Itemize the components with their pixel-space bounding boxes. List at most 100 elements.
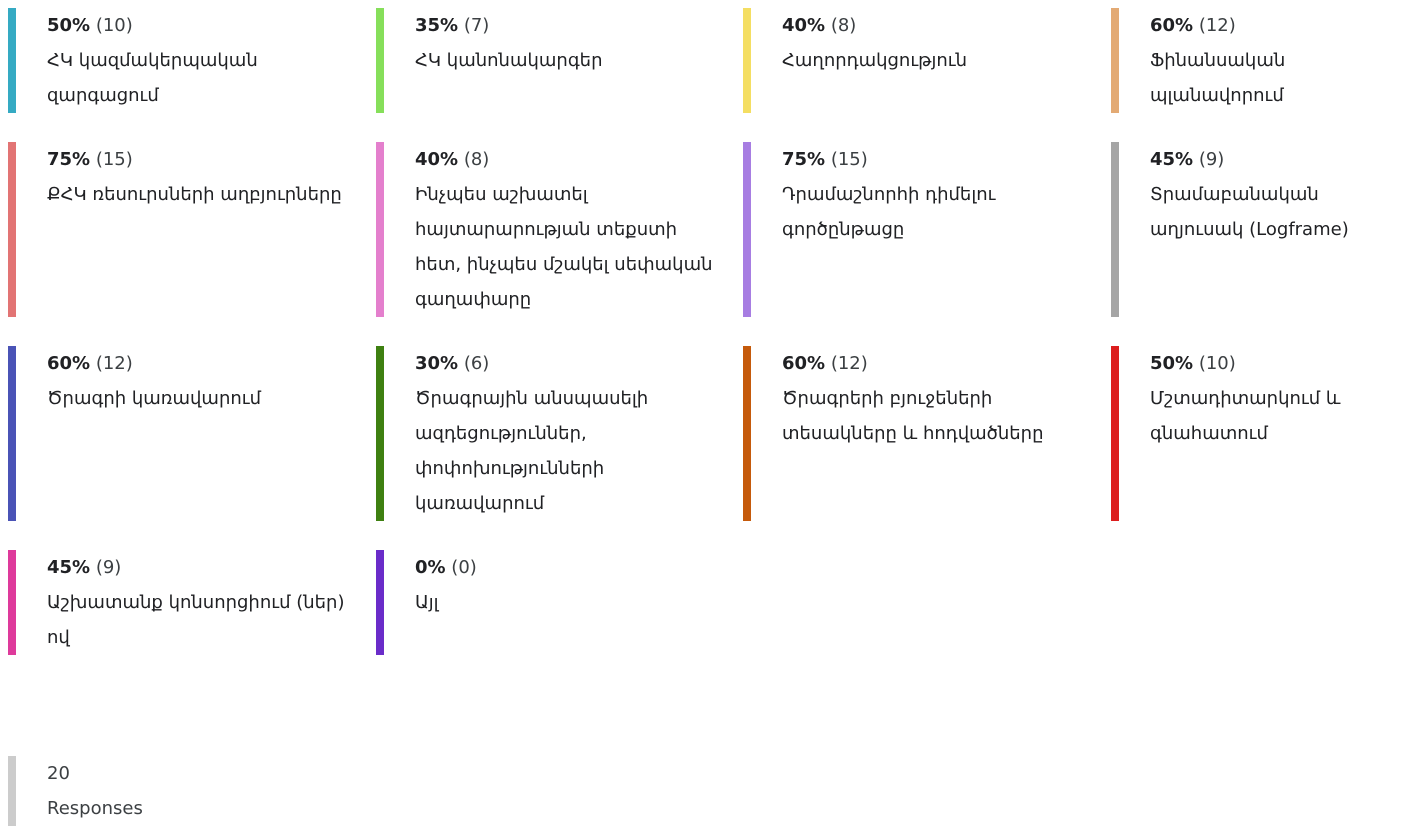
count: (8) [463, 149, 490, 170]
item-text: 60% (12) Ֆինանսական պլանավորում [1150, 8, 1413, 113]
item-label: ՀԿ կանոնակարգեր [415, 50, 603, 71]
legend-item: 60% (12) Ծրագրերի բյուջեների տեսակները և … [743, 346, 1111, 521]
legend-item: 60% (12) Ծրագրի կառավարում [8, 346, 376, 521]
item-stats: 40% (8) [415, 142, 715, 177]
count: (12) [830, 353, 868, 374]
item-stats: 75% (15) [47, 142, 347, 177]
count: (6) [463, 353, 490, 374]
item-text: 60% (12) Ծրագրերի բյուջեների տեսակները և … [782, 346, 1082, 521]
percent: 60% [1150, 15, 1194, 36]
total-label: Responses [47, 798, 143, 819]
percent: 75% [47, 149, 91, 170]
total-bar [8, 756, 16, 826]
item-stats: 50% (10) [47, 8, 347, 43]
count: (10) [1198, 353, 1236, 374]
percent: 50% [47, 15, 91, 36]
item-label: Հաղորդակցություն [782, 50, 967, 71]
item-stats: 45% (9) [47, 550, 347, 585]
count: (9) [1198, 149, 1225, 170]
color-bar [376, 346, 384, 521]
legend-item: 45% (9) Աշխատանք կոնսորցիում (ներ) ով [8, 550, 376, 655]
item-text: 30% (6) Ծրագրային անսպասելի ազդեցությունն… [415, 346, 715, 521]
color-bar [8, 8, 16, 113]
legend-item: 50% (10) Մշտադիտարկում և գնահատում [1111, 346, 1413, 521]
color-bar [1111, 8, 1119, 113]
count: (0) [451, 557, 477, 578]
percent: 45% [47, 557, 91, 578]
item-text: 75% (15) Դրամաշնորհի դիմելու գործընթացը [782, 142, 1082, 317]
count: (15) [830, 149, 868, 170]
legend-item: 40% (8) Ինչպես աշխատել հայտարարության տեք… [376, 142, 743, 317]
item-stats: 60% (12) [1150, 8, 1413, 43]
item-label: Ծրագրային անսպասելի ազդեցություններ, փոփ… [415, 388, 649, 514]
item-label: Ծրագրի կառավարում [47, 388, 261, 409]
item-label: Աշխատանք կոնսորցիում (ներ) ով [47, 592, 345, 648]
legend-item: 75% (15) Դրամաշնորհի դիմելու գործընթացը [743, 142, 1111, 317]
legend: 50% (10) ՀԿ կազմակերպական զարգացում 35% (7… [8, 8, 1414, 655]
item-label: Այլ [415, 592, 439, 613]
percent: 0% [415, 557, 446, 578]
legend-item: 45% (9) Տրամաբանական աղյուսակ (Logframe) [1111, 142, 1413, 317]
item-stats: 50% (10) [1150, 346, 1413, 381]
item-label: ՔՀԿ ռեսուրսների աղբյուրները [47, 184, 342, 205]
count: (15) [95, 149, 133, 170]
percent: 35% [415, 15, 459, 36]
color-bar [743, 142, 751, 317]
item-label: Տրամաբանական աղյուսակ (Logframe) [1150, 184, 1349, 240]
item-stats: 45% (9) [1150, 142, 1413, 177]
color-bar [1111, 346, 1119, 521]
item-label: Ինչպես աշխատել հայտարարության տեքստի հետ… [415, 184, 713, 310]
color-bar [376, 8, 384, 113]
legend-item: 50% (10) ՀԿ կազմակերպական զարգացում [8, 8, 376, 113]
item-stats: 35% (7) [415, 8, 715, 43]
color-bar [376, 550, 384, 655]
legend-item: 75% (15) ՔՀԿ ռեսուրսների աղբյուրները [8, 142, 376, 317]
percent: 75% [782, 149, 826, 170]
item-stats: 60% (12) [47, 346, 347, 381]
legend-item: 60% (12) Ֆինանսական պլանավորում [1111, 8, 1413, 113]
item-text: 35% (7) ՀԿ կանոնակարգեր [415, 8, 715, 113]
color-bar [1111, 142, 1119, 317]
legend-item: 35% (7) ՀԿ կանոնակարգեր [376, 8, 743, 113]
percent: 60% [47, 353, 91, 374]
item-text: 0% (0) Այլ [415, 550, 715, 655]
item-text: 40% (8) Ինչպես աշխատել հայտարարության տեք… [415, 142, 715, 317]
total-text: 20 Responses [47, 756, 347, 826]
item-text: 75% (15) ՔՀԿ ռեսուրսների աղբյուրները [47, 142, 347, 317]
item-label: Ֆինանսական պլանավորում [1150, 50, 1286, 106]
item-label: Դրամաշնորհի դիմելու գործընթացը [782, 184, 996, 240]
item-text: 50% (10) ՀԿ կազմակերպական զարգացում [47, 8, 347, 113]
item-stats: 60% (12) [782, 346, 1082, 381]
count: (9) [95, 557, 122, 578]
legend-item: 40% (8) Հաղորդակցություն [743, 8, 1111, 113]
item-stats: 40% (8) [782, 8, 1082, 43]
total-count: 20 [47, 763, 70, 784]
item-text: 60% (12) Ծրագրի կառավարում [47, 346, 347, 521]
color-bar [743, 346, 751, 521]
legend-item: 30% (6) Ծրագրային անսպասելի ազդեցությունն… [376, 346, 743, 521]
color-bar [743, 8, 751, 113]
item-stats: 75% (15) [782, 142, 1082, 177]
item-text: 50% (10) Մշտադիտարկում և գնահատում [1150, 346, 1413, 521]
item-label: Ծրագրերի բյուջեների տեսակները և հոդվածնե… [782, 388, 1044, 444]
item-label: ՀԿ կազմակերպական զարգացում [47, 50, 258, 106]
color-bar [8, 142, 16, 317]
color-bar [376, 142, 384, 317]
count: (8) [830, 15, 857, 36]
item-text: 40% (8) Հաղորդակցություն [782, 8, 1082, 113]
item-text: 45% (9) Տրամաբանական աղյուսակ (Logframe) [1150, 142, 1413, 317]
percent: 30% [415, 353, 459, 374]
item-stats: 0% (0) [415, 550, 715, 585]
color-bar [8, 346, 16, 521]
total: 20 Responses [8, 756, 347, 826]
item-stats: 30% (6) [415, 346, 715, 381]
percent: 60% [782, 353, 826, 374]
percent: 50% [1150, 353, 1194, 374]
count: (7) [463, 15, 490, 36]
count: (12) [1198, 15, 1236, 36]
color-bar [8, 550, 16, 655]
percent: 45% [1150, 149, 1194, 170]
item-label: Մշտադիտարկում և գնահատում [1150, 388, 1341, 444]
percent: 40% [415, 149, 459, 170]
